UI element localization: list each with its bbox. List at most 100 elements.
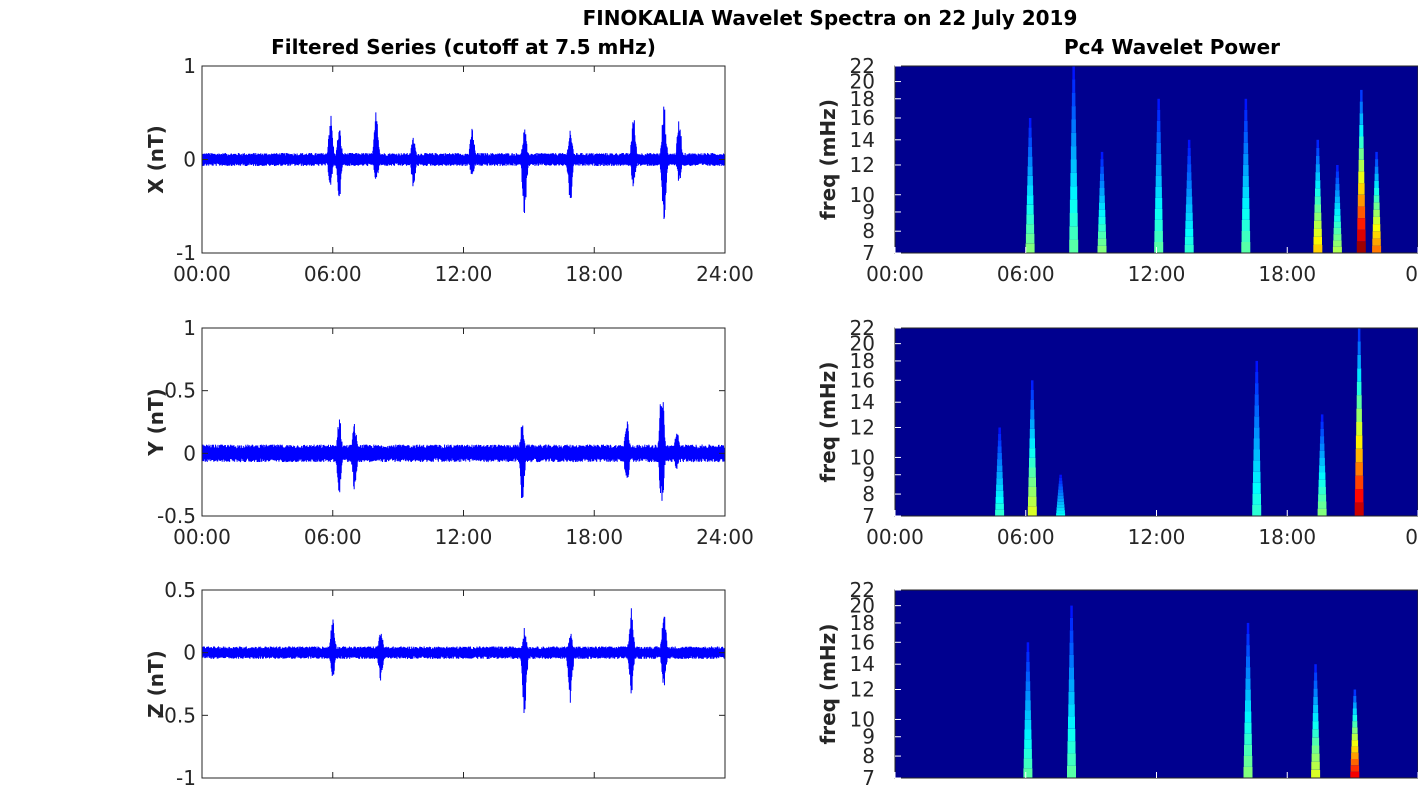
wavelet-burst bbox=[1355, 435, 1363, 449]
y-tick-label: -1 bbox=[176, 241, 196, 265]
wavelet-burst bbox=[1098, 224, 1106, 232]
wavelet-burst bbox=[1357, 341, 1361, 355]
x-tick-label: 12:00 bbox=[1128, 262, 1186, 286]
x-tick-label: 24:00 bbox=[696, 262, 754, 286]
wavelet-burst bbox=[1072, 66, 1075, 80]
wavelet-burst bbox=[1056, 513, 1066, 516]
wavelet-burst bbox=[1026, 661, 1030, 672]
x-tick-label: 00 bbox=[1405, 262, 1418, 286]
wavelet-burst bbox=[1353, 695, 1357, 703]
wavelet-burst bbox=[1185, 220, 1193, 229]
x-tick-label: 00:00 bbox=[866, 262, 924, 286]
wavelet-burst bbox=[1157, 109, 1161, 121]
wavelet-burst bbox=[1070, 159, 1077, 173]
wavelet-burst bbox=[1333, 221, 1341, 228]
y-tick-label: 18 bbox=[850, 611, 875, 635]
y-tick-label: 7 bbox=[862, 241, 875, 265]
wavelet-burst bbox=[1155, 164, 1162, 176]
wavelet-burst bbox=[1100, 173, 1104, 181]
wavelet-burst bbox=[1320, 436, 1325, 444]
x-tick-label: 18:00 bbox=[565, 525, 623, 549]
axes-box bbox=[201, 589, 726, 779]
wavelet-burst bbox=[1350, 765, 1360, 772]
wavelet-burst bbox=[1187, 156, 1191, 165]
wavelet-burst bbox=[1336, 165, 1339, 172]
y-tick-label: -0.5 bbox=[157, 504, 196, 528]
wavelet-burst bbox=[1025, 700, 1031, 711]
wavelet-burst bbox=[1184, 244, 1194, 253]
wavelet-burst bbox=[1254, 416, 1260, 428]
wavelet-burst bbox=[1317, 508, 1327, 516]
x-tick-label: 06:00 bbox=[997, 525, 1055, 549]
wavelet-burst bbox=[1069, 239, 1079, 253]
wavelet-burst bbox=[1187, 139, 1191, 148]
wavelet-burst bbox=[1056, 510, 1065, 513]
wavelet-burst bbox=[1372, 224, 1381, 232]
y-tick-label: 14 bbox=[850, 390, 875, 414]
wavelet-burst bbox=[1155, 175, 1162, 187]
wavelet-burst bbox=[1026, 642, 1030, 652]
y-tick-label: 20 bbox=[850, 332, 875, 356]
wavelet-burst bbox=[1098, 209, 1106, 217]
y-tick-label: 1 bbox=[183, 54, 196, 78]
wavelet-burst bbox=[1357, 368, 1362, 382]
y-tick-label: 0.5 bbox=[164, 578, 196, 602]
wavelet-burst bbox=[1026, 224, 1035, 234]
wavelet-burst bbox=[997, 452, 1002, 460]
wavelet-burst bbox=[1059, 477, 1063, 481]
wavelet-burst bbox=[1154, 208, 1163, 220]
wavelet-burst bbox=[1358, 148, 1364, 160]
x-tick-label: 18:00 bbox=[1258, 262, 1316, 286]
wavelet-burst bbox=[1067, 741, 1076, 754]
wavelet-burst bbox=[1023, 758, 1033, 769]
wavelet-burst bbox=[1029, 457, 1036, 468]
wavelet-burst bbox=[1023, 748, 1032, 759]
wavelet-burst bbox=[1067, 728, 1076, 742]
wavelet-burst bbox=[1244, 711, 1252, 723]
wavelet-burst bbox=[1357, 229, 1366, 242]
wavelet-burst bbox=[1027, 156, 1033, 167]
y-tick-label: 8 bbox=[862, 219, 875, 243]
x-tick-label: 00:00 bbox=[173, 262, 231, 286]
wavelet-burst bbox=[1185, 212, 1193, 221]
heatmap-background bbox=[895, 328, 1418, 516]
wavelet-burst bbox=[1184, 236, 1194, 245]
y-axis-label: freq (mHz) bbox=[816, 624, 840, 745]
wavelet-burst bbox=[1359, 113, 1364, 125]
wavelet-burst bbox=[1357, 354, 1361, 369]
wavelet-burst bbox=[1028, 496, 1037, 507]
series-line bbox=[201, 402, 726, 501]
wavelet-burst bbox=[1315, 172, 1320, 181]
wavelet-burst bbox=[1252, 493, 1261, 505]
wavelet-burst bbox=[1253, 471, 1261, 483]
wavelet-burst bbox=[1352, 721, 1358, 728]
wavelet-burst bbox=[1069, 642, 1074, 655]
wavelet-burst bbox=[1314, 672, 1318, 681]
y-tick-label: 14 bbox=[850, 128, 875, 152]
wavelet-burst bbox=[1099, 188, 1105, 196]
wavelet-burst bbox=[1068, 679, 1075, 692]
y-tick-label: 18 bbox=[850, 349, 875, 373]
wavelet-burst bbox=[1058, 489, 1064, 493]
wavelet-burst bbox=[1313, 680, 1318, 689]
wavelet-burst bbox=[1357, 194, 1365, 207]
wavelet-burst bbox=[1374, 180, 1379, 188]
wavelet-burst bbox=[1313, 696, 1318, 705]
wavelet-burst bbox=[995, 490, 1004, 497]
wavelet-burst bbox=[1071, 132, 1077, 147]
wavelet-burst bbox=[1028, 477, 1036, 487]
wavelet-burst bbox=[1242, 197, 1250, 209]
y-tick-label: 20 bbox=[850, 70, 875, 94]
wavelet-burst bbox=[1315, 188, 1321, 197]
wavelet-burst bbox=[1313, 704, 1319, 713]
y-tick-label: 10 bbox=[850, 183, 875, 207]
wavelet-burst bbox=[1026, 204, 1034, 215]
wavelet-burst bbox=[1334, 202, 1341, 209]
y-tick-label: 9 bbox=[862, 200, 875, 224]
wavelet-burst bbox=[1320, 428, 1324, 437]
wavelet-burst bbox=[1156, 153, 1162, 165]
y-tick-label: 8 bbox=[862, 482, 875, 506]
y-tick-label: 22 bbox=[850, 578, 875, 602]
